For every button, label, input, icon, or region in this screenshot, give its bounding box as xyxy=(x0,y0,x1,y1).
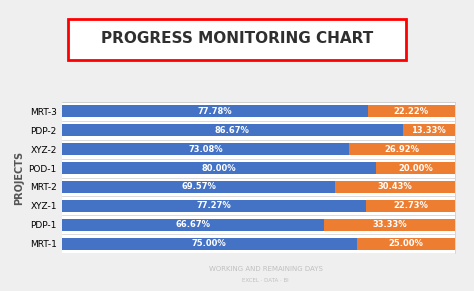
Bar xyxy=(365,200,455,212)
Text: 26.92%: 26.92% xyxy=(384,145,419,154)
Bar xyxy=(402,124,455,136)
Bar xyxy=(349,143,455,155)
Bar xyxy=(356,237,455,250)
Bar xyxy=(62,162,376,174)
Text: 80.00%: 80.00% xyxy=(201,164,237,173)
Text: 69.57%: 69.57% xyxy=(181,182,216,191)
Text: PROGRESS MONITORING CHART: PROGRESS MONITORING CHART xyxy=(101,31,373,46)
Text: 33.33%: 33.33% xyxy=(372,220,407,229)
Text: 13.33%: 13.33% xyxy=(411,126,446,135)
Bar xyxy=(62,237,356,250)
FancyBboxPatch shape xyxy=(68,19,406,60)
Bar xyxy=(62,181,335,193)
Text: EXCEL · DATA · BI: EXCEL · DATA · BI xyxy=(242,278,289,283)
Y-axis label: PROJECTS: PROJECTS xyxy=(14,150,24,205)
Bar xyxy=(62,143,349,155)
Text: 25.00%: 25.00% xyxy=(388,239,423,248)
Text: 22.22%: 22.22% xyxy=(394,107,429,116)
Text: 20.00%: 20.00% xyxy=(398,164,433,173)
Bar xyxy=(62,105,368,118)
Bar xyxy=(62,219,324,231)
Bar xyxy=(324,219,455,231)
Text: 86.67%: 86.67% xyxy=(215,126,249,135)
Text: 66.67%: 66.67% xyxy=(175,220,210,229)
Bar xyxy=(368,105,455,118)
Text: 30.43%: 30.43% xyxy=(378,182,412,191)
Bar xyxy=(62,124,402,136)
Text: 73.08%: 73.08% xyxy=(188,145,223,154)
Text: 77.27%: 77.27% xyxy=(196,201,231,210)
Legend: Percentage, Remaining Work: Percentage, Remaining Work xyxy=(176,49,341,58)
Bar xyxy=(62,200,365,212)
Bar xyxy=(376,162,455,174)
Text: WORKING AND REMAINING DAYS: WORKING AND REMAINING DAYS xyxy=(209,266,322,272)
Text: 77.78%: 77.78% xyxy=(197,107,232,116)
Text: 22.73%: 22.73% xyxy=(393,201,428,210)
Text: 75.00%: 75.00% xyxy=(192,239,227,248)
Bar xyxy=(335,181,455,193)
